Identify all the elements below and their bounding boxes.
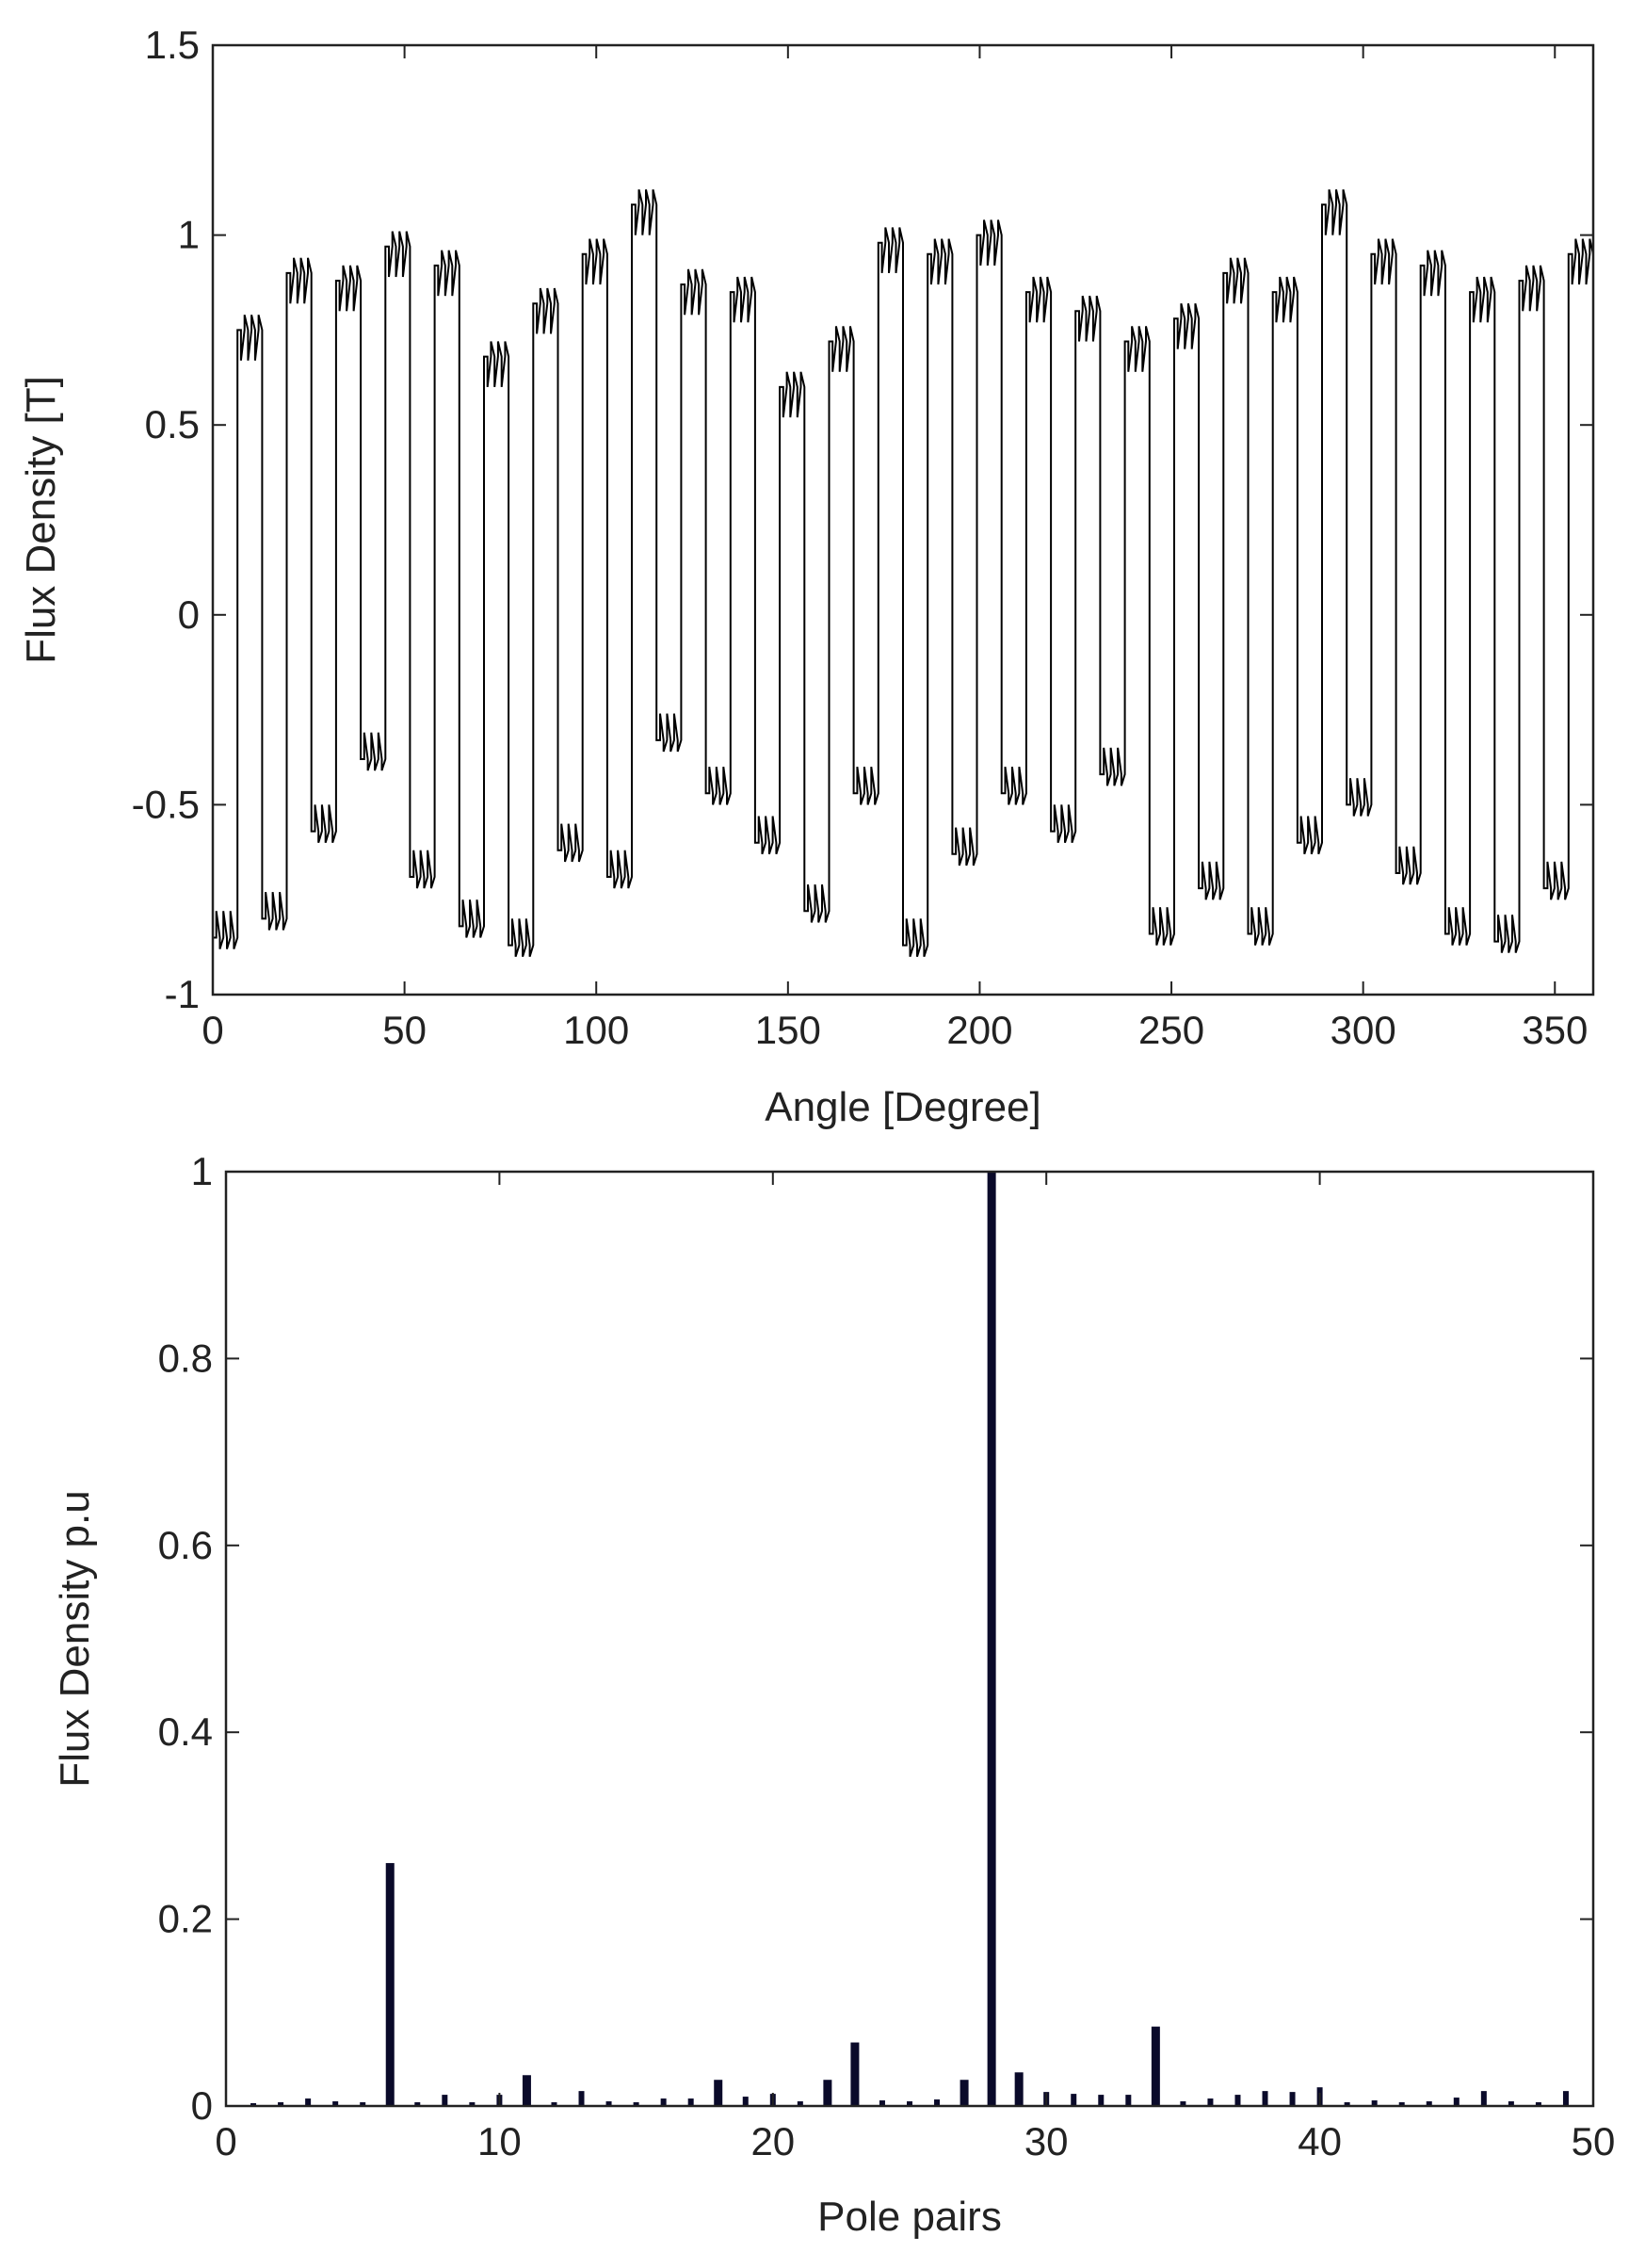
bar bbox=[360, 2102, 366, 2106]
x-tick-label: 250 bbox=[1138, 1008, 1204, 1052]
x-tick-label: 0 bbox=[202, 1008, 223, 1052]
x-axis-label: Pole pairs bbox=[817, 2194, 1002, 2240]
bar bbox=[714, 2080, 723, 2106]
bar bbox=[1098, 2095, 1105, 2106]
bar bbox=[907, 2101, 912, 2106]
x-tick-label: 20 bbox=[750, 2119, 795, 2163]
bar bbox=[605, 2101, 612, 2106]
plot-frame bbox=[224, 1170, 1595, 2108]
bar bbox=[633, 2102, 639, 2106]
bar bbox=[250, 2103, 257, 2106]
bar bbox=[1125, 2095, 1132, 2106]
bar bbox=[1262, 2091, 1268, 2106]
bar bbox=[278, 2102, 284, 2106]
bar bbox=[1151, 2026, 1160, 2106]
bar bbox=[578, 2091, 585, 2106]
bar bbox=[1180, 2101, 1186, 2106]
bar bbox=[1398, 2102, 1405, 2106]
x-tick-label: 300 bbox=[1331, 1008, 1396, 1052]
y-tick-label: 0 bbox=[191, 2083, 213, 2128]
bar bbox=[522, 2075, 531, 2106]
bar bbox=[1508, 2101, 1514, 2106]
x-tick-label: 40 bbox=[1298, 2119, 1342, 2163]
y-axis-label: Flux Density p.u bbox=[52, 1490, 98, 1787]
bar bbox=[1426, 2101, 1432, 2106]
x-tick-label: 150 bbox=[755, 1008, 821, 1052]
x-tick-label: 100 bbox=[563, 1008, 629, 1052]
bar bbox=[934, 2099, 941, 2106]
y-tick-label: 0 bbox=[178, 592, 200, 637]
x-tick-label: 50 bbox=[1572, 2119, 1616, 2163]
bar bbox=[960, 2080, 969, 2106]
y-axis-label: Flux Density [T] bbox=[18, 376, 64, 664]
bar bbox=[823, 2080, 832, 2106]
flux-density-pole-pairs-chart: 0 10 20 30 40 50 0 0.2 0.4 0.6 0.8 1 Pole pairs Fl… bbox=[52, 1149, 1615, 2240]
bar bbox=[414, 2102, 421, 2106]
bar bbox=[850, 2042, 860, 2106]
bar bbox=[1014, 2072, 1024, 2106]
bar bbox=[1207, 2098, 1214, 2106]
y-tick-label: 0.5 bbox=[145, 402, 200, 446]
y-tick-label: 1.5 bbox=[145, 23, 200, 67]
bar bbox=[1071, 2094, 1077, 2106]
y-tick-label: 0.6 bbox=[158, 1523, 213, 1567]
bar bbox=[742, 2097, 749, 2106]
bar bbox=[551, 2102, 557, 2106]
plot-frame bbox=[211, 43, 1595, 996]
bar bbox=[1344, 2102, 1350, 2106]
y-tick-label: 0.2 bbox=[158, 1897, 213, 1941]
y-tick-label: 0.4 bbox=[158, 1709, 213, 1754]
y-tick-label: -1 bbox=[165, 972, 200, 1016]
bar bbox=[1371, 2100, 1378, 2106]
y-tick-label: 1 bbox=[178, 213, 200, 257]
x-tick-label: 350 bbox=[1522, 1008, 1588, 1052]
bar bbox=[987, 1172, 996, 2106]
bar bbox=[1289, 2092, 1296, 2106]
bar bbox=[660, 2098, 667, 2106]
bar bbox=[797, 2101, 803, 2106]
y-tick-label: -0.5 bbox=[132, 782, 200, 826]
bar bbox=[1480, 2091, 1487, 2106]
flux-density-angle-chart: 0 50 100 150 200 250 300 350 -1 -0.5 0 0.5 1 1.5 Ang… bbox=[18, 23, 1595, 1130]
bar bbox=[687, 2098, 694, 2106]
bar bbox=[879, 2100, 885, 2106]
bar bbox=[469, 2102, 476, 2106]
x-tick-label: 0 bbox=[215, 2119, 236, 2163]
x-tick-label: 50 bbox=[382, 1008, 427, 1052]
bar bbox=[1535, 2102, 1541, 2106]
bar bbox=[442, 2095, 448, 2106]
x-tick-label: 10 bbox=[477, 2119, 522, 2163]
bar bbox=[1562, 2091, 1569, 2106]
x-axis-label: Angle [Degree] bbox=[765, 1084, 1041, 1130]
bar bbox=[385, 1863, 395, 2106]
y-tick-label: 1 bbox=[191, 1149, 213, 1193]
y-tick-label: 0.8 bbox=[158, 1336, 213, 1380]
bar bbox=[305, 2098, 312, 2106]
flux-density-waveform-line bbox=[213, 188, 1594, 957]
x-tick-label: 200 bbox=[946, 1008, 1012, 1052]
bar bbox=[332, 2101, 339, 2106]
x-tick-label: 30 bbox=[1024, 2119, 1069, 2163]
bar bbox=[1453, 2098, 1460, 2106]
bar bbox=[1234, 2095, 1241, 2106]
